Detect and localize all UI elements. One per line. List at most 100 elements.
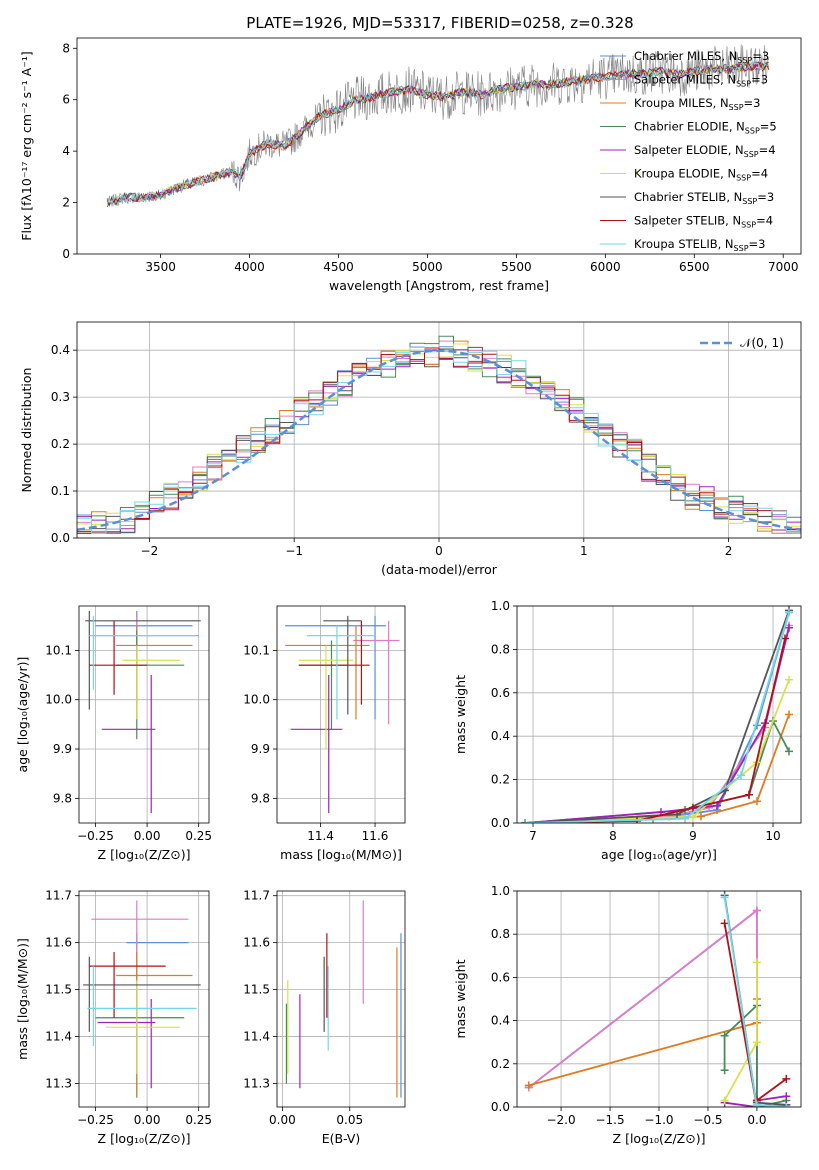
y-axis-label: mass weight (453, 959, 468, 1038)
residual-histogram (77, 335, 801, 534)
chart-residuals: −2 −1 0 1 2 0.0 0.1 0.2 0.3 0.4 (data-model)/error… (19, 321, 802, 577)
y-axis-label: Flux [fλ10⁻¹⁷ erg cm⁻² s⁻¹ A⁻¹] (19, 51, 34, 240)
legend-subscript: SSP (744, 150, 759, 159)
x-tick-label: 10 (765, 829, 780, 843)
x-tick-label: 0.00 (269, 1113, 296, 1127)
y-tick-label: 11.6 (45, 936, 72, 950)
y-tick-label: 0.0 (491, 816, 510, 830)
legend-nssp: =3 (749, 237, 766, 251)
x-axis-label: Z [log₁₀(Z/Z⊙)] (98, 1131, 191, 1146)
legend-subscript: SSP (736, 80, 751, 89)
legend-entry: Salpeter ELODIE, NSSP=4 (634, 143, 776, 159)
x-tick-label: 6000 (590, 260, 621, 274)
x-tick-label: 4500 (323, 260, 354, 274)
legend-subscript: SSP (741, 221, 756, 230)
axes-frame (76, 37, 802, 255)
x-tick-label: 0.0 (747, 1113, 766, 1127)
y-tick-label: 0.4 (491, 1014, 510, 1028)
chart-spectrum: 3500 4000 4500 5000 5500 6000 6500 7000 0 2 4 6 8 wav… (19, 37, 802, 293)
y-tick-label: 11.3 (243, 1077, 270, 1091)
chart-age-vs-mass: 11.4 11.6 9.8 9.9 10.0 10.1 mass [log₁₀(M/M⊙)] (243, 605, 406, 862)
x-tick-label: 9 (689, 829, 697, 843)
y-tick-label: 0.4 (491, 729, 510, 743)
axes-frame (516, 605, 802, 824)
legend-entry: Chabrier ELODIE, NSSP=5 (634, 120, 777, 136)
y-tick-label: 1.0 (491, 599, 510, 613)
y-tick-label: 8 (62, 41, 70, 55)
plot-area (106, 44, 770, 208)
legend-subscript: SSP (737, 56, 752, 65)
y-tick-label: 0.0 (51, 531, 70, 545)
y-axis-label: Normed distribution (19, 368, 34, 493)
x-axis-label: Z [log₁₀(Z/Z⊙)] (98, 847, 191, 862)
y-tick-label: 0.0 (491, 1100, 510, 1114)
y-tick-label: 10.1 (45, 643, 72, 657)
mass-weight-marker (521, 819, 529, 823)
axes-frame (516, 890, 802, 1108)
legend-nssp: =3 (752, 49, 769, 63)
x-tick-label: 11.6 (362, 829, 389, 843)
mass-weight-line (528, 999, 758, 1087)
legend-nssp: =3 (757, 190, 774, 204)
y-tick-label: 9.8 (53, 791, 72, 805)
x-tick-label: 0 (435, 544, 443, 558)
mass-weight-marker (785, 747, 793, 756)
y-tick-label: 11.5 (243, 983, 270, 997)
mass-weight-marker (785, 675, 793, 684)
mass-weight-marker (752, 1100, 761, 1107)
y-tick-label: 0.2 (491, 1057, 510, 1071)
plot-area (83, 900, 201, 1098)
plot-area (77, 335, 801, 534)
legend-entry: Kroupa STELIB, NSSP=3 (634, 237, 765, 253)
x-tick-label: −0.25 (77, 829, 114, 843)
legend-nssp: =4 (756, 214, 773, 228)
y-axis-label: mass [log₁₀(M/M⊙)] (15, 938, 30, 1060)
x-axis-label: Z [log₁₀(Z/Z⊙)] (613, 1131, 706, 1146)
x-tick-label: −0.5 (693, 1113, 722, 1127)
legend-nssp: =3 (744, 96, 761, 110)
y-axis-label: mass weight (453, 675, 468, 754)
legend-entry: Chabrier MILES, NSSP=3 (634, 49, 769, 65)
legend-nssp: =3 (751, 73, 768, 87)
normal-curve (77, 349, 801, 532)
y-tick-label: 2 (62, 196, 70, 210)
x-tick-label: −1 (285, 544, 303, 558)
y-tick-label: 0.8 (491, 927, 510, 941)
mass-weight-marker (720, 1031, 729, 1040)
y-tick-label: 11.4 (45, 1030, 72, 1044)
mass-weight-marker (720, 1066, 729, 1075)
legend: Chabrier MILES, NSSP=3 Salpeter MILES, NS… (600, 49, 777, 253)
axes-frame (78, 605, 210, 824)
figure-title: PLATE=1926, MJD=53317, FIBERID=0258, z=0… (246, 14, 633, 32)
chart-weight-vs-Z: −2.0 −1.5 −1.0 −0.5 0.0 0.0 0.2 0.4 0.6 0.8 1.0 Z [… (453, 884, 802, 1146)
mass-weight-marker (689, 812, 697, 821)
x-tick-label: −0.25 (77, 1113, 114, 1127)
x-axis-label: mass [log₁₀(M/M⊙)] (280, 847, 402, 862)
legend-entry: Kroupa MILES, NSSP=3 (634, 96, 760, 112)
mass-weight-marker (785, 608, 793, 617)
legend-subscript: SSP (736, 174, 751, 183)
plot-area (524, 891, 791, 1107)
y-tick-label: 0.4 (51, 343, 70, 357)
mass-weight-marker (752, 1038, 761, 1047)
legend-entry: 𝒩(0, 1) (740, 336, 784, 350)
x-tick-label: 0.25 (185, 1113, 212, 1127)
axes-frame (76, 321, 802, 539)
y-tick-label: 0.2 (51, 437, 70, 451)
plot-area (521, 606, 793, 823)
x-axis-label: wavelength [Angstrom, rest frame] (329, 278, 549, 293)
x-tick-label: 7 (529, 829, 537, 843)
mass-weight-marker (737, 771, 745, 780)
legend-entry: Chabrier STELIB, NSSP=3 (634, 190, 774, 206)
y-tick-label: 0.6 (491, 686, 510, 700)
y-tick-label: 11.6 (243, 936, 270, 950)
mass-weight-marker (697, 812, 705, 821)
chart-mass-vs-ebv: 0.00 0.05 11.3 11.4 11.5 11.6 11.7 E(B-V) (243, 889, 406, 1146)
y-tick-label: 10.1 (243, 643, 270, 657)
model-line-kroupa-stelib (106, 61, 770, 207)
panels: 3500 4000 4500 5000 5500 6000 6500 7000 0 2 4 6 8 wav… (15, 37, 802, 1146)
x-tick-label: 0.05 (336, 1113, 363, 1127)
x-tick-label: −2 (141, 544, 159, 558)
mass-weight-marker (753, 797, 761, 806)
